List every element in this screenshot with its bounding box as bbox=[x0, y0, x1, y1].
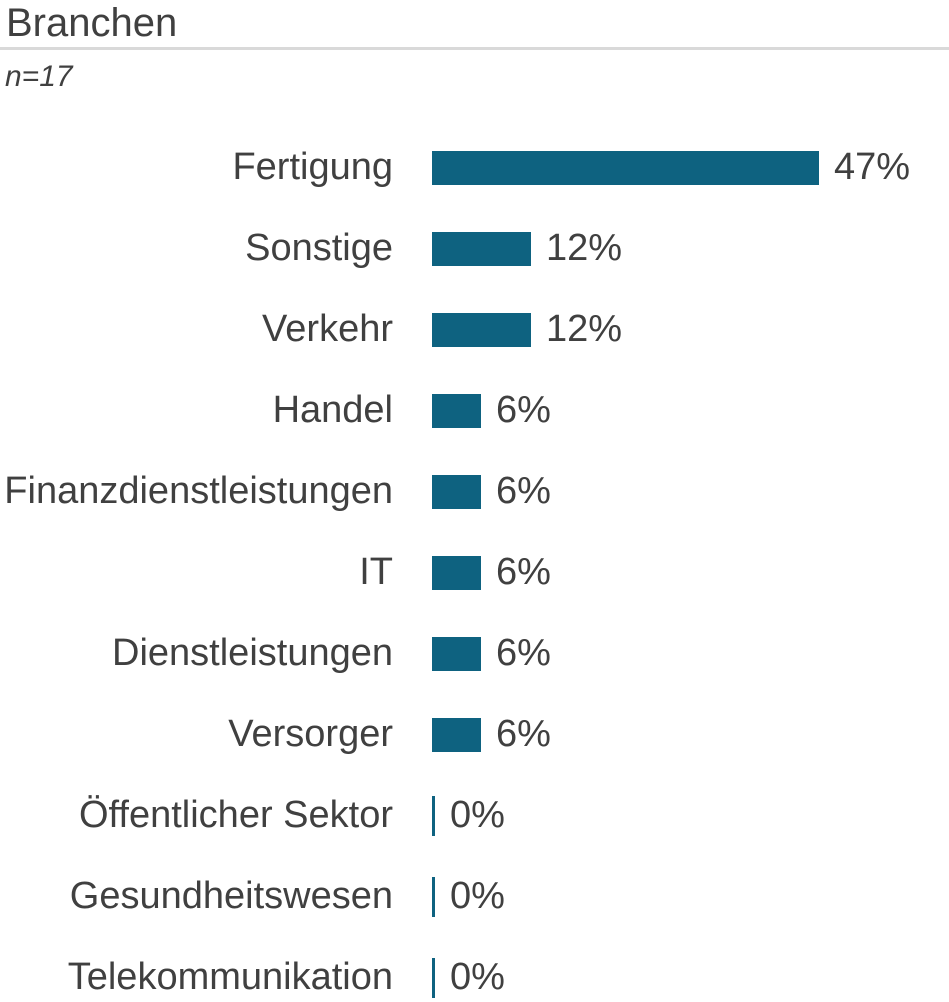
bar bbox=[432, 474, 481, 509]
value-label: 12% bbox=[546, 308, 623, 350]
bar-zone: 6% bbox=[432, 632, 551, 675]
value-label: 6% bbox=[496, 551, 551, 593]
category-label: Handel bbox=[272, 389, 393, 431]
value-label: 0% bbox=[450, 875, 505, 917]
bar-zone: 6% bbox=[432, 551, 551, 594]
category-label: Finanzdienstleistungen bbox=[4, 470, 393, 512]
bar-zone: 0% bbox=[432, 956, 505, 999]
chart-row: IT 6% bbox=[0, 532, 949, 613]
bar bbox=[432, 555, 481, 590]
bar-zone: 12% bbox=[432, 227, 622, 270]
value-label: 6% bbox=[496, 713, 551, 755]
bar-chart: Fertigung 47% Sonstige 12% Verkehr 12% Handel 6… bbox=[0, 127, 949, 1002]
category-label: Telekommunikation bbox=[67, 956, 393, 998]
chart-row: Sonstige 12% bbox=[0, 208, 949, 289]
category-label: IT bbox=[359, 551, 393, 593]
chart-row: Gesundheitswesen 0% bbox=[0, 856, 949, 937]
zero-tick bbox=[432, 795, 435, 836]
bar-zone: 47% bbox=[432, 146, 910, 189]
category-label: Fertigung bbox=[232, 146, 393, 188]
chart-row: Fertigung 47% bbox=[0, 127, 949, 208]
value-label: 0% bbox=[450, 794, 505, 836]
chart-row: Handel 6% bbox=[0, 370, 949, 451]
bar-zone: 12% bbox=[432, 308, 622, 351]
category-label: Verkehr bbox=[262, 308, 393, 350]
chart-row: Dienstleistungen 6% bbox=[0, 613, 949, 694]
zero-tick bbox=[432, 957, 435, 998]
value-label: 6% bbox=[496, 632, 551, 674]
value-label: 6% bbox=[496, 389, 551, 431]
bar bbox=[432, 393, 481, 428]
category-label: Dienstleistungen bbox=[112, 632, 393, 674]
value-label: 47% bbox=[834, 146, 911, 188]
value-label: 6% bbox=[496, 470, 551, 512]
chart-row: Finanzdienstleistungen 6% bbox=[0, 451, 949, 532]
title-divider bbox=[0, 47, 949, 50]
category-label: Sonstige bbox=[245, 227, 393, 269]
bar bbox=[432, 150, 819, 185]
category-label: Versorger bbox=[228, 713, 393, 755]
bar-zone: 6% bbox=[432, 470, 551, 513]
bar bbox=[432, 312, 531, 347]
bar-zone: 0% bbox=[432, 875, 505, 918]
category-label: Öffentlicher Sektor bbox=[78, 794, 393, 836]
chart-row: Telekommunikation 0% bbox=[0, 937, 949, 1002]
chart-row: Verkehr 12% bbox=[0, 289, 949, 370]
value-label: 0% bbox=[450, 956, 505, 998]
zero-tick bbox=[432, 876, 435, 917]
sample-size-note: n=17 bbox=[5, 60, 73, 93]
bar bbox=[432, 231, 531, 266]
chart-row: Versorger 6% bbox=[0, 694, 949, 775]
bar-zone: 6% bbox=[432, 713, 551, 756]
bar-zone: 6% bbox=[432, 389, 551, 432]
bar-zone: 0% bbox=[432, 794, 505, 837]
category-label: Gesundheitswesen bbox=[69, 875, 393, 917]
chart-row: Öffentlicher Sektor 0% bbox=[0, 775, 949, 856]
bar bbox=[432, 636, 481, 671]
bar bbox=[432, 717, 481, 752]
value-label: 12% bbox=[546, 227, 623, 269]
chart-title: Branchen bbox=[6, 0, 178, 45]
